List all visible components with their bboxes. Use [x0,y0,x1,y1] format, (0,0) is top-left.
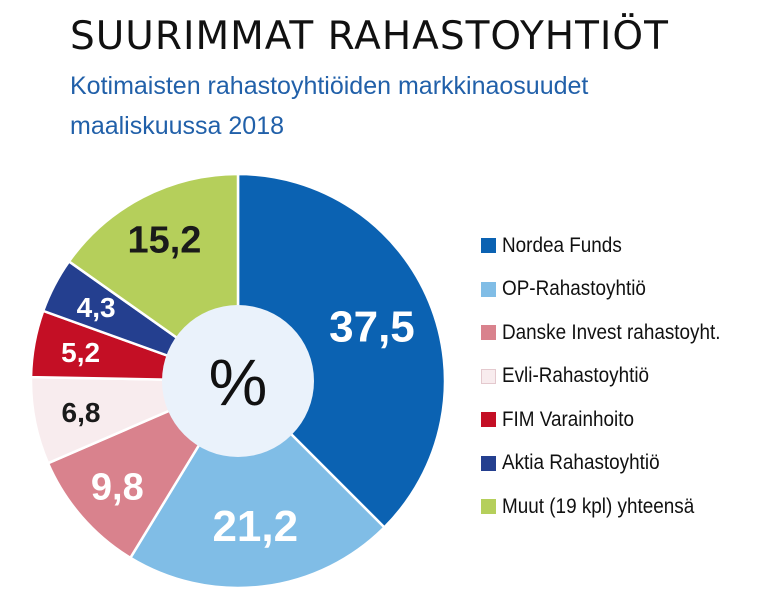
pie-data-labels: 37,5 21,2 9,8 6,8 5,2 4,3 15,2 [61,220,415,551]
legend-label: Nordea Funds [502,233,622,257]
slice-value-label-7: 15,2 [127,220,201,262]
center-disc [162,305,314,457]
pie-center: % [162,305,314,457]
legend-label: FIM Varainhoito [502,407,635,431]
center-percent-label: % [209,345,268,419]
pie-slice-1 [236,172,447,530]
legend-label: Danske Invest rahastoyht. [502,320,721,344]
legend-item-4: Evli-Rahastoyhtiö [481,355,745,399]
legend-swatch [481,368,496,384]
legend-swatch [481,281,496,297]
legend-label: Muut (19 kpl) yhteensä [502,494,695,518]
pie-slice-2 [128,378,387,590]
legend-swatch [481,455,496,471]
legend-swatch [481,238,496,254]
legend-item-1: Nordea Funds [481,224,745,268]
legend-label: Evli-Rahastoyhtiö [502,364,650,388]
legend: Nordea Funds OP-Rahastoyhtiö Danske Invest… [481,224,745,529]
legend-item-3: Danske Invest rahastoyht. [481,311,745,355]
legend-swatch [481,412,496,428]
legend-item-6: Aktia Rahastoyhtiö [481,442,745,486]
legend-swatch [481,325,496,341]
legend-item-7: Muut (19 kpl) yhteensä [481,485,745,529]
chart-title: SUURIMMAT RAHASTOYHTIÖT [70,14,669,59]
legend-item-2: OP-Rahastoyhtiö [481,268,745,312]
legend-label: Aktia Rahastoyhtiö [502,451,660,475]
slice-value-label-1: 37,5 [329,302,415,351]
slice-value-label-5: 5,2 [61,337,100,368]
slice-value-label-6: 4,3 [77,292,116,323]
slice-value-label-4: 6,8 [62,397,101,428]
legend-swatch [481,499,496,515]
legend-label: OP-Rahastoyhtiö [502,277,646,301]
chart-subtitle: Kotimaisten rahastoyhtiöiden markkinaosu… [70,72,589,140]
slice-value-label-3: 9,8 [91,467,144,509]
slice-value-label-2: 21,2 [212,502,298,551]
legend-item-5: FIM Varainhoito [481,398,745,442]
